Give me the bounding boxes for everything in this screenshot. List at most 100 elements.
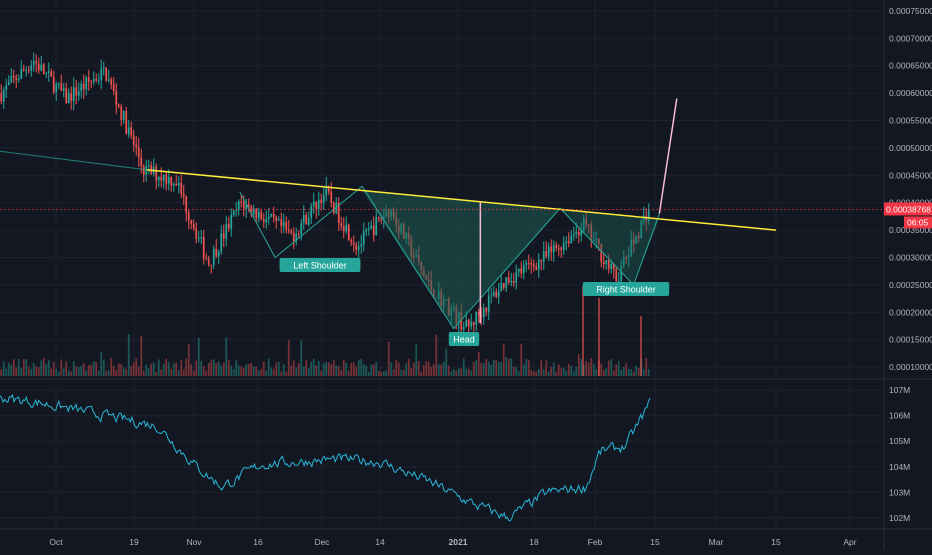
candle-body (2, 90, 5, 102)
volume-bar (567, 363, 570, 376)
volume-bar (452, 369, 455, 376)
candle-body (180, 182, 183, 194)
candle-body (320, 199, 323, 204)
candle-body (482, 307, 485, 318)
volume-bar (310, 361, 313, 376)
candle-body (640, 221, 643, 239)
candle-body (135, 144, 138, 148)
volume-bar (445, 348, 448, 376)
obv-tick-label: 102M (889, 513, 910, 523)
volume-bar (160, 369, 163, 376)
volume-bar (142, 370, 145, 376)
candle-body (602, 261, 605, 265)
candle-body (492, 291, 495, 296)
volume-bar (400, 369, 403, 376)
volume-bar (465, 368, 468, 376)
candle-body (195, 228, 198, 239)
volume-bar (60, 359, 63, 376)
candle-body (580, 230, 583, 236)
volume-bar (537, 369, 540, 376)
candle-body (357, 246, 360, 250)
candle-body (635, 235, 638, 244)
candle-body (192, 224, 195, 229)
volume-bar (90, 364, 93, 376)
candle-body (330, 191, 333, 203)
candle-body (305, 215, 308, 225)
current-price-value: 0.00038768 (886, 204, 931, 214)
volume-bar (190, 364, 193, 376)
candle-body (297, 233, 300, 235)
candle-body (480, 315, 483, 318)
volume-bar (595, 368, 598, 376)
candle-body (495, 291, 498, 297)
candle-body (322, 194, 325, 204)
label-left-shoulder: Left Shoulder (279, 258, 361, 272)
price-tick-label: 0.00065000 (889, 61, 932, 71)
candle-body (472, 322, 475, 326)
volume-bar (515, 367, 518, 376)
volume-bar (242, 367, 245, 376)
candle-body (177, 182, 180, 186)
candle-body (327, 186, 330, 192)
volume-bar (432, 363, 435, 376)
candle-body (315, 201, 318, 209)
candle-body (355, 244, 358, 250)
volume-bar (22, 359, 25, 376)
candle-body (275, 217, 278, 221)
candle-body (30, 65, 33, 71)
candle-body (630, 239, 633, 256)
candle-body (155, 166, 158, 181)
volume-bar (287, 340, 290, 376)
volume-bar (455, 370, 458, 376)
candle-body (187, 212, 190, 220)
candle-body (582, 218, 585, 231)
candle-body (597, 238, 600, 245)
volume-bar (80, 366, 83, 376)
volume-bar (20, 368, 23, 376)
volume-bar (87, 365, 90, 376)
volume-bar (505, 357, 508, 376)
label-head-text: Head (453, 335, 475, 345)
volume-bar (317, 360, 320, 376)
volume-bar (235, 360, 238, 376)
volume-bar (280, 371, 283, 376)
candle-body (117, 104, 120, 107)
volume-bar (365, 365, 368, 376)
volume-bar (592, 363, 595, 376)
volume-bar (112, 366, 115, 376)
candle-body (112, 84, 115, 91)
volume-bar (92, 361, 95, 376)
candle-body (67, 93, 70, 104)
candle-body (200, 237, 203, 239)
volume-bar (297, 363, 300, 376)
volume-bar (540, 360, 543, 376)
volume-bar (255, 366, 258, 376)
candle-body (500, 282, 503, 292)
volume-bar (227, 359, 230, 376)
time-tick-label: Mar (709, 537, 724, 547)
candle-body (300, 223, 303, 235)
volume-bar (345, 362, 348, 376)
volume-bar (612, 370, 615, 376)
candle-body (572, 234, 575, 236)
candle-body (520, 268, 523, 274)
candle-body (82, 83, 85, 90)
volume-bar (490, 364, 493, 376)
volume-bar (17, 358, 20, 376)
candle-body (587, 224, 590, 226)
volume-bar (247, 364, 250, 376)
volume-bar (27, 366, 30, 376)
volume-bar (560, 368, 563, 376)
volume-bar (272, 368, 275, 376)
candle-body (0, 93, 3, 102)
volume-bar (390, 362, 393, 376)
volume-bar (15, 367, 18, 376)
volume-bar (617, 360, 620, 376)
volume-bar (237, 365, 240, 376)
volume-bar (335, 365, 338, 376)
candle-body (527, 262, 530, 264)
time-tick-label: Feb (588, 537, 603, 547)
volume-bar (155, 371, 158, 376)
